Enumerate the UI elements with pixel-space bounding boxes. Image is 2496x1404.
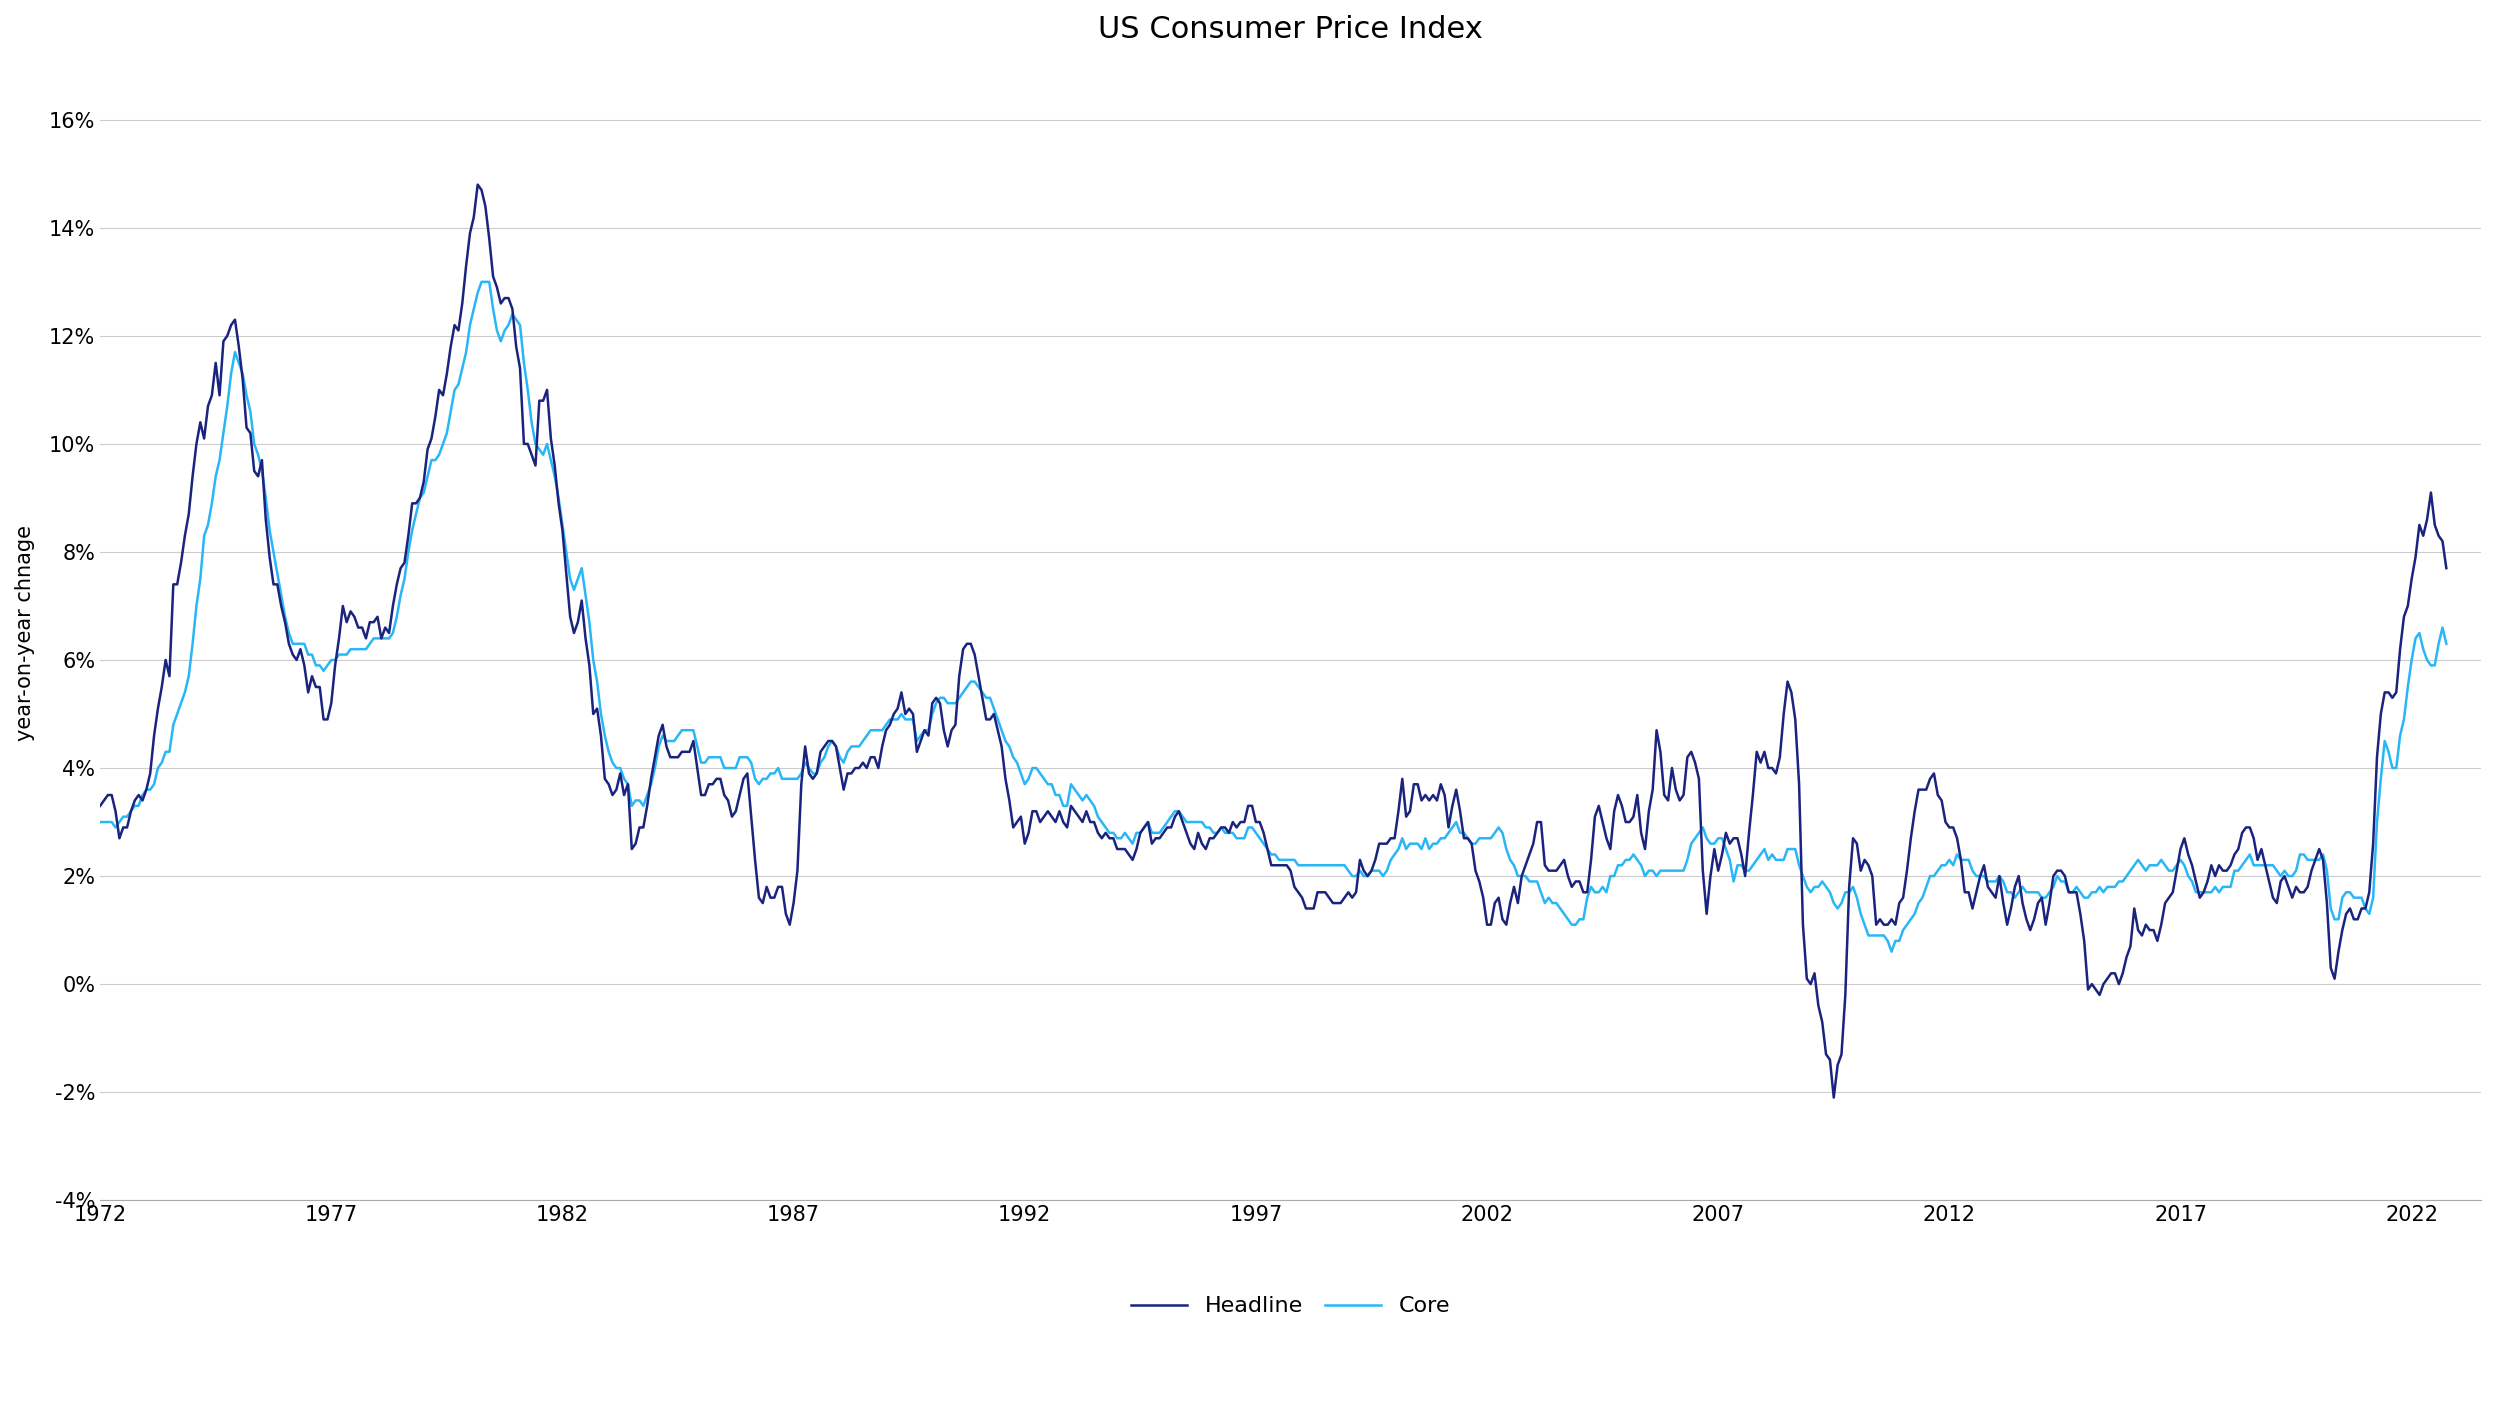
Headline — [85, 797, 115, 814]
Core — [1218, 824, 1248, 841]
Y-axis label: year-on-year chnage: year-on-year chnage — [15, 525, 35, 741]
Core — [85, 814, 115, 831]
Headline — [1700, 841, 1730, 858]
Headline — [1218, 814, 1248, 831]
Headline — [2431, 560, 2461, 577]
Core — [467, 274, 497, 291]
Headline — [1820, 1090, 1850, 1106]
Line: Headline: Headline — [100, 184, 2446, 1098]
Headline — [462, 176, 492, 192]
Core — [1845, 906, 1874, 922]
Headline — [1333, 885, 1363, 901]
Legend: Headline, Core: Headline, Core — [1123, 1287, 1458, 1325]
Core — [1303, 856, 1333, 873]
Headline — [1510, 856, 1540, 873]
Headline — [1850, 851, 1879, 868]
Core — [1700, 835, 1730, 852]
Title: US Consumer Price Index: US Consumer Price Index — [1098, 15, 1483, 44]
Core — [2431, 636, 2461, 653]
Core — [1877, 943, 1907, 960]
Headline — [1303, 885, 1333, 901]
Core — [1333, 862, 1363, 879]
Line: Core: Core — [100, 282, 2446, 952]
Core — [1510, 868, 1540, 885]
